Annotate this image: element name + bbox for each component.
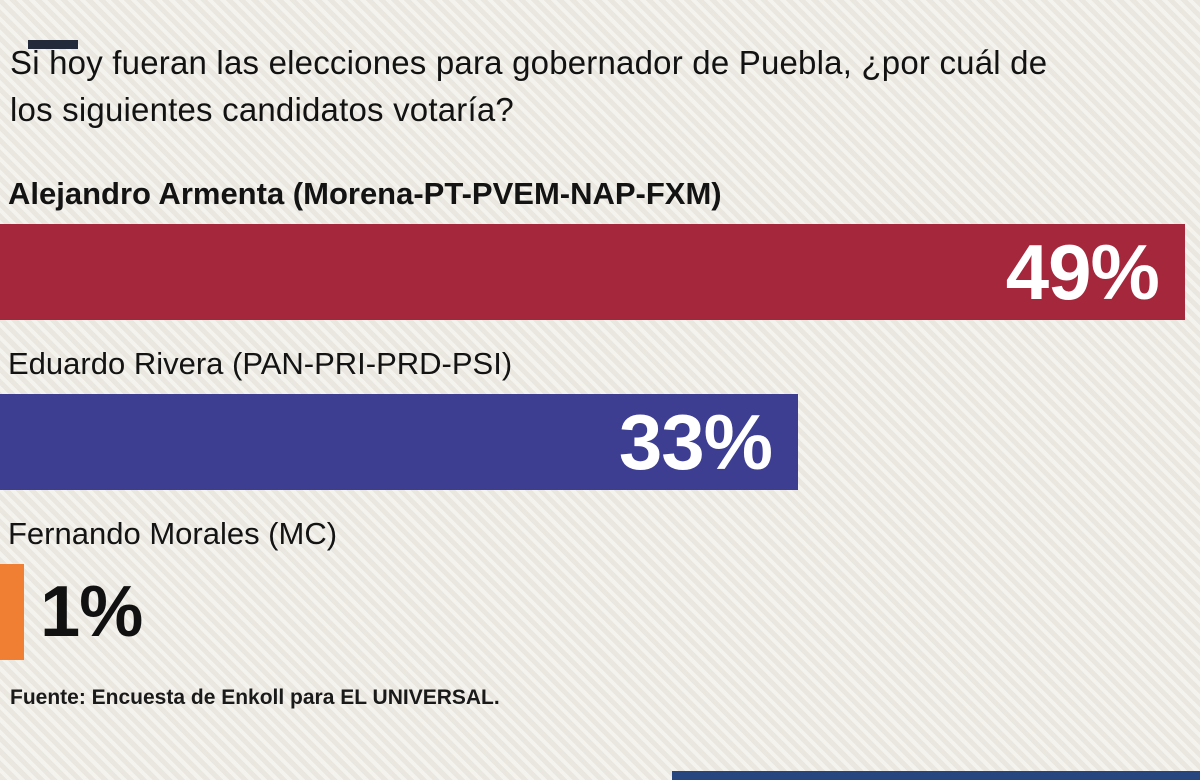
- bar: 49%: [0, 223, 1185, 320]
- bar-row: Eduardo Rivera (PAN-PRI-PRD-PSI) 33%: [0, 346, 1200, 490]
- bottom-crop-strip: [672, 771, 1200, 780]
- value-label: 49%: [1005, 227, 1160, 316]
- chart-title: Si hoy fueran las elecciones para gobern…: [10, 44, 1048, 128]
- value-label: 1%: [40, 571, 143, 652]
- source-note: Fuente: Encuesta de Enkoll para EL UNIVE…: [10, 685, 500, 709]
- top-crop-mark: [28, 40, 78, 49]
- candidate-label: Eduardo Rivera (PAN-PRI-PRD-PSI): [8, 345, 513, 381]
- bar-row: Fernando Morales (MC) 1%: [0, 516, 1200, 660]
- bar-track: 1%: [0, 563, 1200, 660]
- bar: 33%: [0, 393, 798, 490]
- bar-chart: Alejandro Armenta (Morena-PT-PVEM-NAP-FX…: [0, 176, 1200, 660]
- bar-row: Alejandro Armenta (Morena-PT-PVEM-NAP-FX…: [0, 176, 1200, 320]
- bar: [0, 563, 25, 660]
- value-label: 33%: [618, 397, 773, 486]
- bar-track: 49%: [0, 223, 1200, 320]
- candidate-label: Fernando Morales (MC): [8, 515, 338, 551]
- bar-track: 33%: [0, 393, 1200, 490]
- candidate-label: Alejandro Armenta (Morena-PT-PVEM-NAP-FX…: [8, 175, 722, 211]
